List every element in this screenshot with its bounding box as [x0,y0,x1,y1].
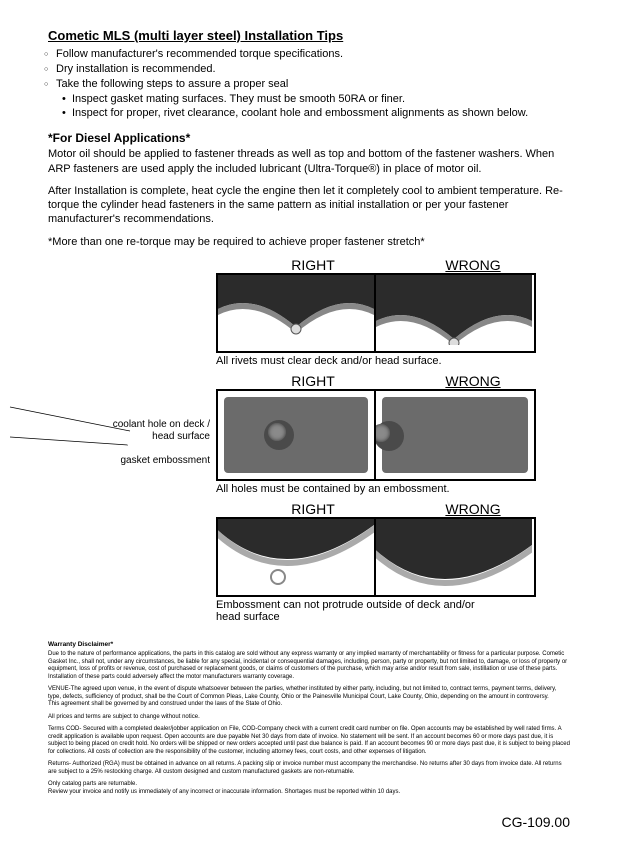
page-number: CG-109.00 [48,814,570,830]
label-right: RIGHT [233,501,393,517]
diagram-right-protrude [216,517,376,597]
label-right: RIGHT [233,373,393,389]
diagram-pair [216,273,536,353]
footer-para: All prices and terms are subject to chan… [48,714,570,722]
diagram-row [88,273,570,353]
diagram-pair [216,517,536,597]
callout-emboss: gasket embossment [88,455,210,467]
footer-para: Only catalog parts are returnable. Revie… [48,781,570,796]
diagram-caption: All rivets must clear deck and/or head s… [216,355,570,367]
diagram-wrong-protrude [376,517,536,597]
diagram-wrong-rivet [376,273,536,353]
label-wrong: WRONG [393,257,553,273]
bullet: Dry installation is recommended. [48,62,570,77]
paragraph: After Installation is complete, heat cyc… [48,184,570,227]
footer-para: Terms COD- Secured with a completed deal… [48,726,570,756]
callout-coolant: coolant hole on deck / head surface [88,419,210,443]
footer-para: Due to the nature of performance applica… [48,651,570,681]
leader-lines [10,409,88,493]
diagram-row: coolant hole on deck / head surface gask… [88,389,570,481]
diagram-right-rivet [216,273,376,353]
diagram-wrong-emboss [376,389,536,481]
footer-disclaimer: Warranty Disclaimer* Due to the nature o… [48,641,570,796]
diagram-section: RIGHT WRONG [88,257,570,623]
diagram-right-emboss [216,389,376,481]
lead-space [88,273,216,303]
diagram-row [88,517,570,597]
diagram-labels: RIGHT WRONG [216,257,570,273]
sub-bullet: Inspect gasket mating surfaces. They mus… [48,92,570,107]
footer-heading: Warranty Disclaimer* [48,641,570,649]
callout-text: coolant hole on deck / head surface gask… [88,389,216,467]
paragraph: Motor oil should be applied to fastener … [48,147,570,176]
page: Cometic MLS (multi layer steel) Installa… [0,0,618,850]
paragraph: *More than one re-torque may be required… [48,235,570,249]
label-right: RIGHT [233,257,393,273]
diagram-labels: RIGHT WRONG [216,501,570,517]
lead-space [88,517,216,547]
page-title: Cometic MLS (multi layer steel) Installa… [48,28,570,43]
diagram-pair [216,389,536,481]
diesel-heading: *For Diesel Applications* [48,131,570,145]
diagram-caption: Embossment can not protrude outside of d… [216,599,496,623]
footer-para: Returns- Authorized (RGA) must be obtain… [48,761,570,776]
footer-para: VENUE-The agreed upon venue, in the even… [48,686,570,709]
bullet-list: Follow manufacturer's recommended torque… [48,47,570,121]
label-wrong: WRONG [393,373,553,389]
bullet: Take the following steps to assure a pro… [48,77,570,92]
sub-bullet: Inspect for proper, rivet clearance, coo… [48,106,570,121]
bullet: Follow manufacturer's recommended torque… [48,47,570,62]
diagram-caption: All holes must be contained by an emboss… [216,483,570,495]
label-wrong: WRONG [393,501,553,517]
diagram-labels: RIGHT WRONG [216,373,570,389]
